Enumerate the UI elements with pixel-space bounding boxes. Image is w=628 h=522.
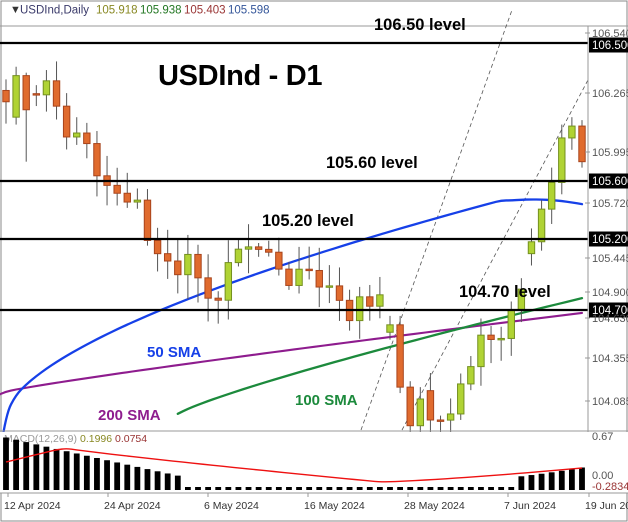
svg-text:105.403: 105.403 bbox=[184, 5, 226, 17]
svg-text:104.355: 104.355 bbox=[592, 353, 628, 365]
svg-text:7 Jun 2024: 7 Jun 2024 bbox=[504, 500, 556, 512]
svg-text:105.200: 105.200 bbox=[592, 234, 628, 246]
svg-text:19 Jun 2024: 19 Jun 2024 bbox=[585, 500, 628, 512]
svg-text:0.1996: 0.1996 bbox=[80, 433, 112, 445]
svg-text:28 May 2024: 28 May 2024 bbox=[404, 500, 465, 512]
svg-text:USDInd - D1: USDInd - D1 bbox=[158, 60, 322, 92]
svg-text:105.720: 105.720 bbox=[592, 198, 628, 210]
svg-text:0.67: 0.67 bbox=[592, 431, 613, 443]
svg-text:105.20 level: 105.20 level bbox=[262, 212, 354, 230]
svg-text:24 Apr 2024: 24 Apr 2024 bbox=[104, 500, 161, 512]
svg-text:USDInd,Daily: USDInd,Daily bbox=[20, 5, 89, 17]
svg-text:200 SMA: 200 SMA bbox=[98, 407, 161, 424]
svg-text:104.70 level: 104.70 level bbox=[459, 283, 551, 301]
svg-text:50 SMA: 50 SMA bbox=[147, 344, 201, 361]
svg-text:104.630: 104.630 bbox=[592, 313, 628, 325]
svg-text:106.500: 106.500 bbox=[592, 40, 628, 52]
svg-text:104.085: 104.085 bbox=[592, 396, 628, 408]
svg-text:12 Apr 2024: 12 Apr 2024 bbox=[4, 500, 61, 512]
svg-text:0.0754: 0.0754 bbox=[115, 433, 147, 445]
svg-text:6 May 2024: 6 May 2024 bbox=[204, 500, 259, 512]
svg-text:-0.2834: -0.2834 bbox=[592, 481, 628, 493]
svg-text:105.600: 105.600 bbox=[592, 176, 628, 188]
svg-text:105.918: 105.918 bbox=[96, 5, 138, 17]
svg-text:100 SMA: 100 SMA bbox=[295, 392, 358, 409]
svg-text:105.598: 105.598 bbox=[228, 5, 270, 17]
svg-text:106.265: 106.265 bbox=[592, 88, 628, 100]
svg-text:105.60 level: 105.60 level bbox=[326, 154, 418, 172]
svg-text:105.938: 105.938 bbox=[140, 5, 182, 17]
svg-text:104.900: 104.900 bbox=[592, 287, 628, 299]
svg-text:105.995: 105.995 bbox=[592, 147, 628, 159]
svg-text:106.50 level: 106.50 level bbox=[374, 16, 466, 34]
svg-text:16 May 2024: 16 May 2024 bbox=[304, 500, 365, 512]
svg-text:105.445: 105.445 bbox=[592, 253, 628, 265]
